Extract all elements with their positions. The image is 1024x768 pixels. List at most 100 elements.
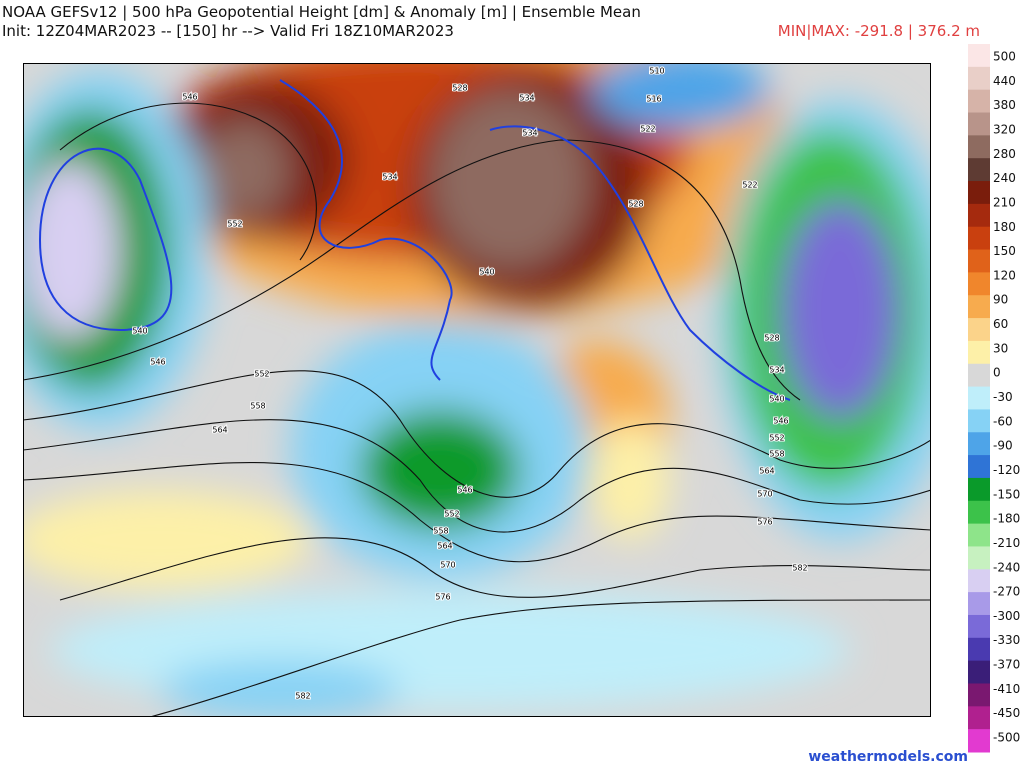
minmax: MIN|MAX: -291.8 | 376.2 m <box>777 22 980 40</box>
colorbar-swatch <box>968 432 990 456</box>
colorbar-label: -210 <box>993 536 1020 550</box>
contour-label: 576 <box>435 593 450 602</box>
colorbar-swatch <box>968 203 990 228</box>
colorbar-swatch <box>968 637 990 662</box>
colorbar-label: -500 <box>993 731 1020 745</box>
colorbar-label: -330 <box>993 633 1020 647</box>
colorbar-swatch <box>968 386 990 410</box>
colorbar-label: -450 <box>993 706 1020 720</box>
contour-label: 540 <box>479 268 494 277</box>
colorbar-label: -150 <box>993 487 1020 501</box>
contour-label: 552 <box>227 220 242 229</box>
contour-label: 564 <box>759 467 774 476</box>
contour-label: 528 <box>628 200 643 209</box>
colorbar-label: -370 <box>993 658 1020 672</box>
contour-label: 546 <box>150 358 165 367</box>
colorbar-label: -120 <box>993 463 1020 477</box>
colorbar-label: 150 <box>993 244 1016 258</box>
contour-label: 510 <box>649 67 664 76</box>
colorbar-label: 500 <box>993 50 1016 64</box>
colorbar-label: -180 <box>993 512 1020 526</box>
colorbar-swatch <box>968 226 990 251</box>
colorbar-label: 90 <box>993 293 1008 307</box>
colorbar-label: 0 <box>993 366 1001 380</box>
contour-label: 534 <box>522 129 537 138</box>
colorbar-swatch <box>968 500 990 525</box>
contour-label: 558 <box>250 402 265 411</box>
contour-label: 516 <box>646 95 661 104</box>
colorbar-label: -300 <box>993 609 1020 623</box>
colorbar-label: 180 <box>993 220 1016 234</box>
colorbar-swatch <box>968 181 990 205</box>
contour-label: 570 <box>757 490 772 499</box>
colorbar-swatch <box>968 523 990 547</box>
colorbar-label: 280 <box>993 147 1016 161</box>
colorbar-swatch <box>968 477 990 502</box>
colorbar-swatch <box>968 729 990 753</box>
colorbar-label: 30 <box>993 341 1008 355</box>
colorbar-label: -270 <box>993 585 1020 599</box>
colorbar-label: 380 <box>993 98 1016 112</box>
colorbar-label: 440 <box>993 74 1016 88</box>
contour-label: 564 <box>212 426 227 435</box>
contour-label: 540 <box>769 395 784 404</box>
contour-label: 552 <box>769 434 784 443</box>
colorbar-swatch <box>968 66 990 91</box>
colorbar-swatch <box>968 318 990 342</box>
contour-label: 522 <box>742 181 757 190</box>
contour-label: 558 <box>433 527 448 536</box>
colorbar-swatch <box>968 89 990 114</box>
contour-label: 528 <box>452 84 467 93</box>
contour-label: 582 <box>792 564 807 573</box>
colorbar-swatch <box>968 363 990 388</box>
contour-label: 534 <box>519 94 534 103</box>
contour-label: 546 <box>457 486 472 495</box>
colorbar-swatch <box>968 614 990 639</box>
colorbar-swatch <box>968 706 990 730</box>
colorbar-swatch <box>968 546 990 570</box>
colorbar-swatch <box>968 112 990 136</box>
contour-label: 558 <box>769 450 784 459</box>
contour-label: 522 <box>640 125 655 134</box>
contour-label: 552 <box>444 510 459 519</box>
title: NOAA GEFSv12 | 500 hPa Geopotential Heig… <box>2 3 641 21</box>
credit: weathermodels.com <box>808 749 968 765</box>
contour-label: 570 <box>440 561 455 570</box>
anomaly-field <box>23 63 931 717</box>
colorbar-label: -90 <box>993 439 1013 453</box>
colorbar-swatch <box>968 569 990 593</box>
contour-label: 582 <box>295 692 310 701</box>
colorbar-swatch <box>968 44 990 68</box>
contour-label: 552 <box>254 370 269 379</box>
contour-label: 528 <box>764 334 779 343</box>
colorbar-label: 120 <box>993 268 1016 282</box>
contour-label: 534 <box>382 173 397 182</box>
colorbar-swatch <box>968 340 990 365</box>
contour-label: 540 <box>132 327 147 336</box>
colorbar-swatch <box>968 135 990 159</box>
colorbar-label: 60 <box>993 317 1008 331</box>
contour-label: 546 <box>773 417 788 426</box>
colorbar-swatch <box>968 272 990 296</box>
contour-label: 564 <box>437 542 452 551</box>
colorbar-label: 210 <box>993 195 1016 209</box>
colorbar-swatch <box>968 249 990 273</box>
colorbar-swatch <box>968 295 990 319</box>
colorbar-label: -60 <box>993 414 1013 428</box>
colorbar-label: -30 <box>993 390 1013 404</box>
colorbar-label: 320 <box>993 122 1016 136</box>
colorbar-swatch <box>968 683 990 707</box>
contour-label: 576 <box>757 518 772 527</box>
colorbar-swatch <box>968 409 990 433</box>
contour-label: 546 <box>182 93 197 102</box>
colorbar-swatch <box>968 158 990 182</box>
colorbar-swatch <box>968 592 990 616</box>
contour-label: 534 <box>769 366 784 375</box>
colorbar-swatch <box>968 455 990 479</box>
colorbar-label: -410 <box>993 682 1020 696</box>
colorbar-label: 240 <box>993 171 1016 185</box>
colorbar-label: -240 <box>993 560 1020 574</box>
subtitle: Init: 12Z04MAR2023 -- [150] hr --> Valid… <box>2 22 454 40</box>
